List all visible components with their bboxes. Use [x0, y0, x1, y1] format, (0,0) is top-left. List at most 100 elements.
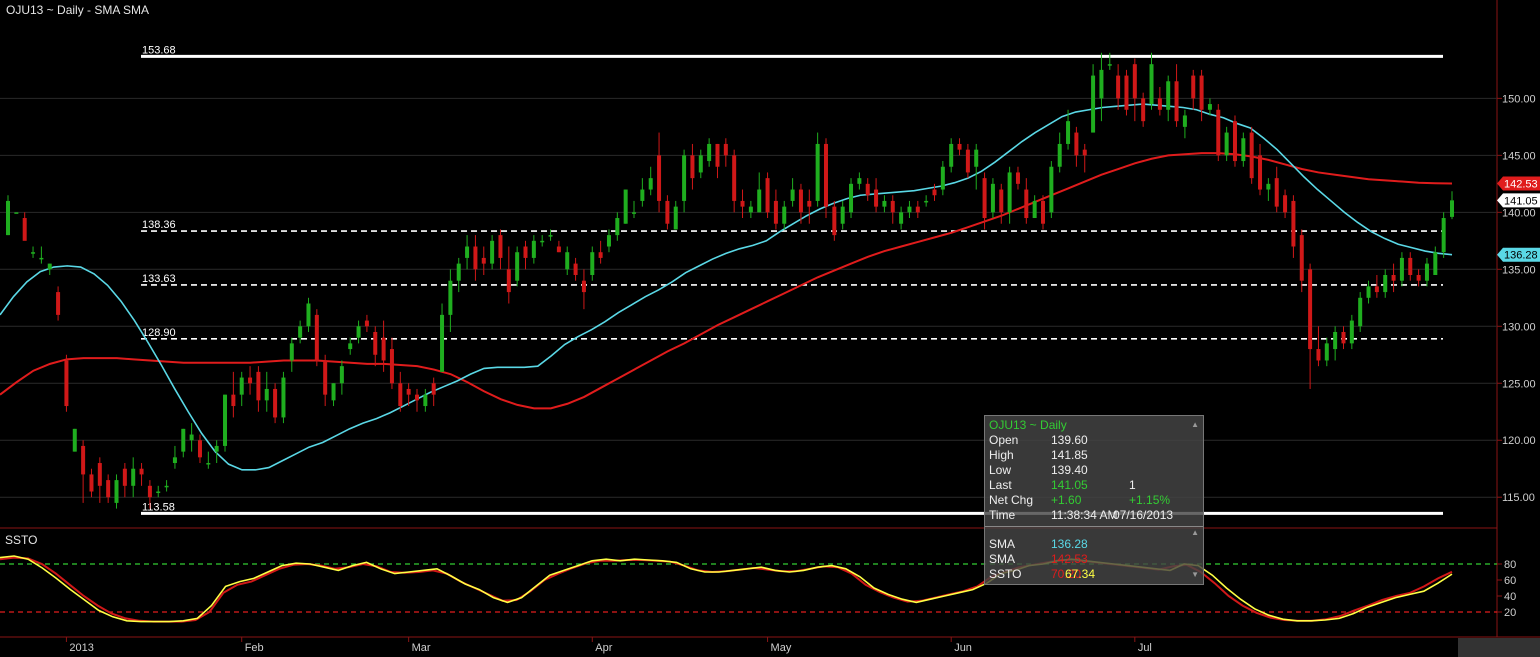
candle-body — [1299, 235, 1304, 281]
candle — [748, 200, 753, 219]
candle-body — [64, 360, 69, 407]
candle — [1316, 326, 1321, 367]
data-window[interactable]: OJU13 ~ Daily ▲ Open 139.60 High 141.85 … — [984, 415, 1204, 585]
candle-body — [849, 183, 854, 213]
candle-body — [890, 200, 895, 213]
candle — [164, 480, 169, 492]
candle — [807, 189, 812, 224]
candle — [89, 468, 94, 498]
ssto-k-line — [0, 555, 1453, 623]
candle-body — [314, 314, 319, 361]
candle — [97, 457, 102, 503]
candle — [556, 240, 561, 253]
candle-body — [14, 212, 19, 214]
candle-body — [1324, 343, 1329, 361]
candle — [448, 269, 453, 332]
candle-body — [481, 257, 486, 264]
candle-body — [581, 280, 586, 293]
candle-body — [1041, 200, 1046, 224]
candle-body — [139, 468, 144, 475]
price-tag-bg — [1497, 176, 1540, 191]
scroll-down-icon[interactable]: ▼ — [1191, 570, 1199, 579]
candle — [1416, 269, 1421, 287]
candle-body — [289, 343, 294, 361]
ssto-tick-label: 60 — [1504, 575, 1516, 587]
candle-body — [1333, 331, 1338, 350]
candle-body — [6, 200, 10, 236]
candle — [289, 337, 294, 372]
candle-body — [640, 189, 645, 201]
candle — [306, 297, 311, 332]
candle — [106, 474, 111, 503]
candle-body — [1216, 109, 1221, 156]
candle — [832, 200, 837, 241]
candle-body — [957, 143, 962, 150]
candle — [1066, 109, 1071, 150]
candle-body — [899, 212, 904, 224]
candle — [573, 257, 578, 281]
candle-body — [1182, 115, 1187, 127]
candle — [1258, 143, 1263, 196]
candle — [581, 269, 586, 310]
candle — [565, 246, 570, 275]
candle-body — [1024, 189, 1029, 219]
time-tick-label: 2013 — [69, 642, 93, 654]
candle-body — [531, 240, 536, 258]
candle-body — [1274, 178, 1279, 207]
candle — [648, 166, 653, 196]
fibonacci-retracement[interactable]: 153.68 138.36 133.63 128.90 113.58 — [141, 44, 1443, 515]
candle-body — [56, 292, 61, 315]
candle-body — [798, 189, 803, 213]
candle — [632, 200, 637, 219]
scroll-up-icon[interactable]: ▲ — [1191, 420, 1199, 429]
candle-body — [748, 206, 753, 213]
candle — [523, 240, 528, 270]
candle — [1283, 189, 1288, 219]
candle — [840, 200, 845, 230]
candle — [273, 383, 278, 424]
candle-body — [131, 468, 136, 486]
candle-body — [1199, 75, 1204, 110]
candle — [698, 149, 703, 179]
candle — [331, 383, 336, 407]
candle — [531, 235, 536, 264]
candle — [298, 320, 303, 344]
candle-body — [231, 394, 236, 407]
candle — [1174, 64, 1179, 127]
candle-body — [1166, 81, 1171, 110]
candle-body — [1266, 183, 1271, 190]
candle — [874, 178, 879, 213]
candle — [122, 463, 127, 498]
price-tag-label: 136.28 — [1504, 250, 1538, 262]
candle — [1274, 166, 1279, 213]
candle-body — [1074, 132, 1079, 156]
candle-body — [907, 206, 912, 213]
candle — [1124, 69, 1129, 116]
candle — [665, 195, 670, 230]
candle — [339, 360, 344, 395]
candle-body — [807, 200, 812, 207]
candle — [899, 206, 904, 230]
candle — [1074, 126, 1079, 167]
candle — [590, 246, 595, 281]
ssto-pane: 80 60 40 20 — [0, 555, 1516, 623]
candle — [456, 257, 461, 293]
fib-level-label: 153.68 — [142, 44, 176, 56]
candle-body — [740, 200, 745, 207]
candle-body — [1291, 200, 1296, 247]
candle-body — [72, 428, 77, 452]
candle — [999, 183, 1004, 224]
candle — [798, 183, 803, 224]
candle-body — [1032, 200, 1037, 219]
candle — [381, 320, 386, 372]
candle-body — [632, 212, 637, 214]
candle-body — [281, 377, 286, 418]
candle — [1374, 275, 1379, 298]
scroll-up-icon[interactable]: ▲ — [1191, 528, 1199, 537]
candle-body — [1308, 269, 1313, 350]
candle-body — [949, 143, 954, 167]
candle — [540, 235, 545, 247]
candle — [1116, 64, 1121, 110]
candle-body — [1433, 252, 1438, 275]
